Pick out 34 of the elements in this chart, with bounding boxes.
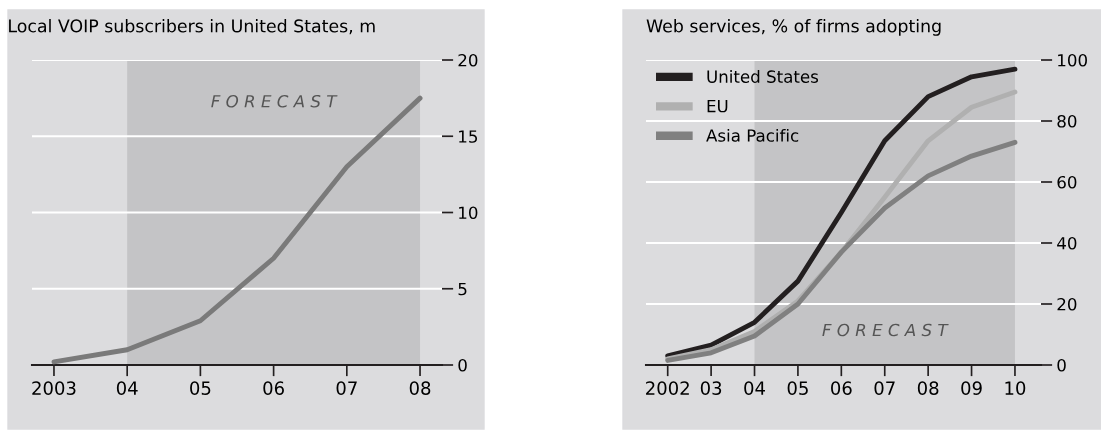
x-tick-label: 06 xyxy=(263,381,284,395)
y-tick-label: 20 xyxy=(458,53,478,67)
y-tick-label: 5 xyxy=(458,282,467,296)
line-series xyxy=(51,95,423,365)
chart-title: Web services, % of firms adopting xyxy=(646,19,941,36)
x-tick-label: 05 xyxy=(787,381,808,395)
y-tick-label: 80 xyxy=(1057,114,1077,128)
y-tick-label: 0 xyxy=(1057,358,1066,372)
y-tick-label: 0 xyxy=(458,358,467,372)
x-tick-label: 2003 xyxy=(32,381,76,395)
x-tick-label: 06 xyxy=(831,381,852,395)
x-tick-label: 04 xyxy=(116,381,138,395)
x-tick-label: 03 xyxy=(700,381,722,395)
y-tick-label: 60 xyxy=(1057,175,1077,189)
y-tick-label: 10 xyxy=(459,206,478,220)
band-label: F O R E C A S T xyxy=(211,94,338,108)
x-tick-label: 2002 xyxy=(646,381,689,395)
y-tick-label: 15 xyxy=(459,130,478,143)
x-tick-label: 09 xyxy=(961,381,982,395)
x-tick-label: 08 xyxy=(917,381,939,395)
band-label: F O R E C A S T xyxy=(822,323,949,337)
y-tick-label: 20 xyxy=(1057,297,1077,311)
legend-label: Asia Pacific xyxy=(706,128,799,142)
y-tick-label: 40 xyxy=(1057,236,1077,250)
x-tick-label: 10 xyxy=(1005,381,1026,395)
x-tick-label: 07 xyxy=(874,381,895,395)
x-tick-label: 04 xyxy=(744,381,765,395)
x-tick-label: 05 xyxy=(190,381,211,395)
legend-label: United States xyxy=(707,70,819,83)
x-tick-label: 07 xyxy=(336,381,357,395)
chart-title: Local VOIP subscribers in United States, m xyxy=(9,19,375,35)
legend-label: EU xyxy=(707,99,728,113)
y-tick-label: 100 xyxy=(1058,53,1087,67)
x-tick-label: 08 xyxy=(409,381,431,395)
